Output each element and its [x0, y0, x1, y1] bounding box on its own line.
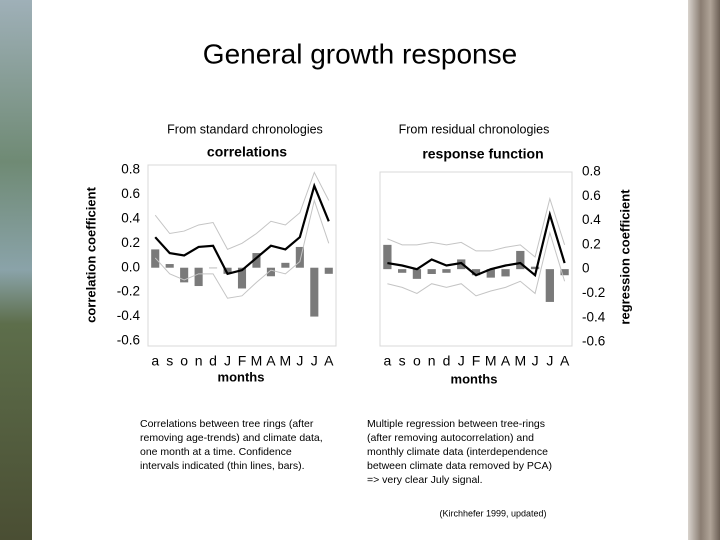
- x-tick-label: A: [266, 353, 276, 369]
- ci-line: [154, 198, 330, 299]
- bar: [486, 269, 495, 278]
- chart-subtitle: From residual chronologies: [399, 122, 550, 136]
- ci-line: [387, 196, 566, 258]
- x-tick-label: a: [151, 353, 159, 369]
- landscape-photo: [0, 0, 32, 540]
- bar: [165, 264, 174, 268]
- y-tick-label: 0.8: [121, 162, 140, 177]
- caption-line: Multiple regression between tree-rings: [367, 418, 545, 430]
- y-tick-label: 0.2: [582, 236, 601, 251]
- caption-line: (after removing autocorrelation) and: [367, 432, 534, 444]
- bar: [545, 269, 554, 302]
- y-axis-label: correlation coefficient: [83, 186, 98, 322]
- bar: [398, 269, 407, 273]
- y-tick-label: 0.0: [121, 259, 140, 274]
- y-tick-label: -0.2: [582, 285, 605, 300]
- chart-subtitle: From standard chronologies: [167, 122, 323, 136]
- y-tick-label: 0.8: [582, 164, 601, 179]
- plot-area: [147, 164, 337, 347]
- y-tick-label: 0.6: [582, 188, 601, 203]
- x-tick-label: J: [458, 353, 465, 369]
- bar: [516, 250, 525, 270]
- y-tick-label: -0.2: [117, 284, 140, 299]
- caption-line: between climate data removed by PCA): [367, 460, 552, 472]
- bar: [194, 267, 203, 287]
- y-tick-label: 0.4: [582, 212, 601, 227]
- bar: [266, 267, 275, 277]
- x-tick-label: F: [238, 353, 247, 369]
- x-tick-label: A: [501, 353, 511, 369]
- chart-title: correlations: [207, 144, 287, 160]
- x-tick-label: s: [166, 353, 173, 369]
- x-tick-label: d: [209, 353, 217, 369]
- bar: [471, 269, 481, 276]
- y-tick-label: -0.6: [582, 334, 605, 349]
- bar: [427, 269, 436, 274]
- y-tick-label: 0.6: [121, 186, 140, 201]
- x-tick-label: J: [296, 353, 303, 369]
- bar: [237, 267, 247, 289]
- caption-line: one month at a time. Confidence: [140, 446, 292, 458]
- x-tick-label: n: [195, 353, 203, 369]
- x-tick-label: o: [180, 353, 188, 369]
- chart-title: response function: [422, 146, 543, 162]
- bar: [180, 267, 189, 283]
- x-axis-label: months: [451, 371, 498, 386]
- caption-line: intervals indicated (thin lines, bars).: [140, 460, 305, 472]
- main-line: [154, 182, 330, 276]
- x-tick-label: F: [472, 353, 481, 369]
- bar: [295, 246, 304, 268]
- y-tick-label: 0: [582, 261, 590, 276]
- bar: [281, 262, 290, 268]
- caption-line: Correlations between tree rings (after: [140, 418, 314, 430]
- x-tick-label: M: [514, 353, 526, 369]
- y-axis-label: regression coefficient: [617, 189, 632, 325]
- x-tick-label: A: [560, 353, 570, 369]
- caption-line: monthly climate data (interdependence: [367, 446, 548, 458]
- bark-photo: [688, 0, 720, 540]
- x-tick-label: A: [324, 353, 334, 369]
- y-tick-label: 0.4: [121, 210, 140, 225]
- x-tick-label: J: [311, 353, 318, 369]
- main-line: [387, 210, 566, 278]
- x-tick-label: s: [399, 353, 406, 369]
- ci-line: [387, 230, 566, 297]
- y-tick-label: -0.4: [117, 308, 141, 323]
- x-tick-label: a: [383, 353, 391, 369]
- bar: [223, 267, 232, 274]
- bar: [383, 244, 392, 270]
- x-tick-label: J: [224, 353, 231, 369]
- bar: [310, 267, 319, 317]
- x-tick-label: M: [485, 353, 497, 369]
- ci-line: [154, 171, 330, 251]
- slide-title: General growth response: [203, 38, 517, 69]
- x-tick-label: M: [280, 353, 292, 369]
- bar: [209, 267, 218, 269]
- x-tick-label: M: [251, 353, 263, 369]
- bar: [252, 253, 261, 268]
- x-tick-label: o: [413, 353, 421, 369]
- y-tick-label: -0.6: [117, 333, 140, 348]
- x-tick-label: n: [428, 353, 436, 369]
- x-tick-label: J: [546, 353, 553, 369]
- citation: (Kirchhefer 1999, updated): [439, 508, 546, 518]
- caption-line: removing age-trends) and climate data,: [140, 432, 323, 444]
- x-axis-label: months: [218, 369, 265, 384]
- bar: [442, 269, 451, 273]
- bar: [530, 266, 540, 270]
- bar: [324, 267, 333, 274]
- y-tick-label: -0.4: [582, 309, 606, 324]
- caption-line: => very clear July signal.: [367, 474, 483, 486]
- x-tick-label: d: [443, 353, 451, 369]
- bar: [501, 269, 510, 277]
- bar: [560, 269, 569, 276]
- bar: [412, 269, 422, 279]
- y-tick-label: 0.2: [121, 235, 140, 250]
- x-tick-label: J: [532, 353, 539, 369]
